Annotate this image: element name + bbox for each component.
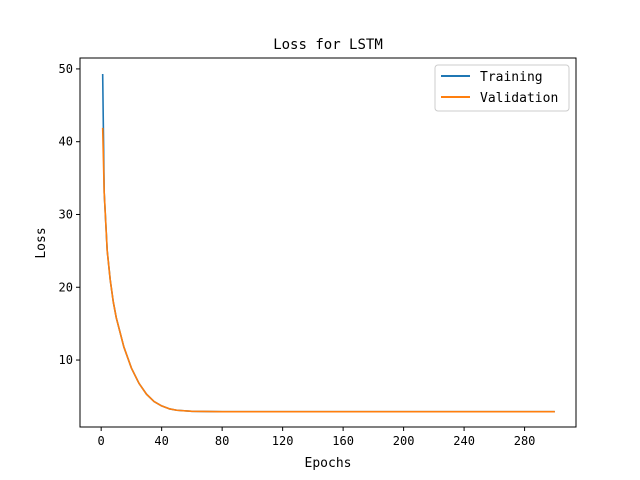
y-tick-label: 30 bbox=[59, 207, 73, 221]
y-axis-label: Loss bbox=[34, 227, 49, 258]
x-tick-label: 280 bbox=[514, 434, 536, 448]
x-tick-label: 200 bbox=[393, 434, 415, 448]
x-tick-label: 240 bbox=[453, 434, 475, 448]
axis-ticks: 0 40 80 120 160 200 240 280 10 20 30 40 50 bbox=[59, 62, 536, 448]
x-axis-label: Epochs bbox=[305, 456, 352, 471]
series-line-validation bbox=[101, 127, 555, 413]
legend-label-validation: Validation bbox=[480, 91, 558, 106]
series-line-training bbox=[101, 73, 555, 413]
y-tick-label: 20 bbox=[59, 280, 73, 294]
y-tick-label: 10 bbox=[59, 353, 73, 367]
legend-label-training: Training bbox=[480, 70, 543, 85]
x-tick-label: 80 bbox=[215, 434, 229, 448]
x-tick-label: 160 bbox=[332, 434, 354, 448]
plot-lines bbox=[101, 73, 555, 413]
legend: Training Validation bbox=[434, 64, 570, 112]
y-tick-label: 50 bbox=[59, 62, 73, 76]
x-tick-label: 0 bbox=[98, 434, 105, 448]
y-tick-label: 40 bbox=[59, 135, 73, 149]
x-tick-label: 40 bbox=[154, 434, 168, 448]
chart-title: Loss for LSTM bbox=[273, 37, 383, 53]
plot-frame bbox=[79, 57, 577, 428]
x-tick-label: 120 bbox=[272, 434, 294, 448]
